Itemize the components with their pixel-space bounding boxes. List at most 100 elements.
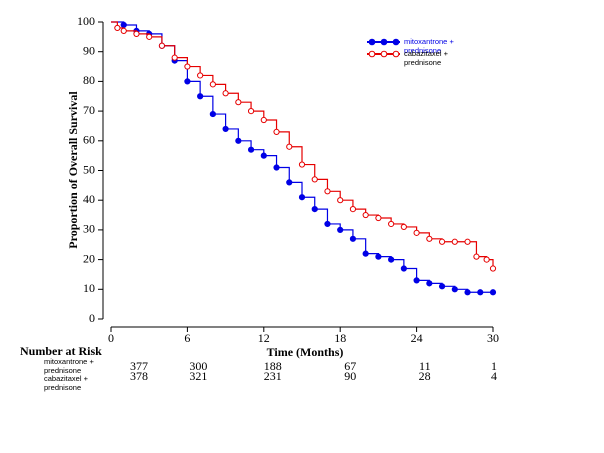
censor-marker bbox=[171, 54, 178, 61]
legend-marker bbox=[380, 38, 388, 46]
risk-count: 300 bbox=[189, 359, 207, 373]
censor-marker bbox=[286, 179, 293, 186]
censor-marker bbox=[184, 78, 191, 85]
censor-marker bbox=[114, 24, 121, 32]
censor-marker bbox=[400, 265, 407, 272]
censor-marker bbox=[438, 283, 446, 290]
censor-marker bbox=[298, 194, 306, 201]
y-axis-label: Proportion of Overall Survival bbox=[66, 91, 80, 249]
risk-count: 378 bbox=[130, 369, 148, 383]
censor-marker bbox=[324, 188, 331, 195]
x-axis-label: Time (Months) bbox=[267, 345, 344, 359]
censor-marker bbox=[464, 238, 471, 245]
y-tick-label: 80 bbox=[83, 73, 95, 87]
censor-marker bbox=[158, 42, 166, 49]
censor-marker bbox=[222, 90, 229, 97]
censor-marker bbox=[451, 238, 458, 245]
censor-marker bbox=[222, 125, 229, 133]
censor-marker bbox=[311, 206, 318, 213]
y-tick-label: 0 bbox=[89, 311, 95, 325]
y-tick-label: 70 bbox=[83, 103, 95, 117]
risk-count: 90 bbox=[344, 369, 356, 383]
risk-count: 1 bbox=[491, 359, 497, 373]
censor-marker bbox=[388, 220, 395, 228]
x-tick-label: 30 bbox=[487, 331, 499, 345]
censor-marker bbox=[260, 116, 267, 124]
censor-marker bbox=[477, 289, 484, 296]
censor-marker bbox=[197, 72, 204, 79]
censor-marker bbox=[133, 30, 140, 37]
censor-marker bbox=[209, 81, 216, 88]
censor-marker bbox=[464, 289, 471, 296]
legend-marker bbox=[368, 38, 376, 46]
risk-row-label: cabazitaxel + prednisone bbox=[44, 374, 88, 392]
censor-marker bbox=[426, 235, 433, 242]
risk-count: 67 bbox=[344, 359, 356, 373]
legend-label: cabazitaxel + prednisone bbox=[404, 49, 448, 67]
censor-marker bbox=[375, 253, 382, 260]
legend-marker bbox=[392, 38, 400, 46]
censor-marker bbox=[362, 250, 369, 257]
censor-marker bbox=[400, 223, 407, 231]
censor-marker bbox=[438, 238, 446, 245]
y-tick-label: 100 bbox=[77, 14, 95, 28]
censor-marker bbox=[483, 256, 490, 263]
y-tick-label: 60 bbox=[83, 133, 95, 147]
censor-marker bbox=[413, 229, 420, 236]
risk-count: 4 bbox=[491, 369, 497, 383]
risk-count: 377 bbox=[130, 359, 148, 373]
x-tick-label: 24 bbox=[411, 331, 423, 345]
censor-marker bbox=[209, 110, 216, 118]
censor-marker bbox=[235, 99, 242, 106]
censor-marker bbox=[375, 214, 382, 222]
censor-marker bbox=[362, 211, 369, 219]
x-tick-label: 0 bbox=[108, 331, 114, 345]
risk-count: 11 bbox=[419, 359, 431, 373]
censor-marker bbox=[247, 108, 255, 115]
censor-marker bbox=[311, 176, 318, 183]
censor-marker bbox=[337, 197, 344, 204]
legend-marker bbox=[380, 50, 388, 58]
censor-marker bbox=[349, 206, 357, 213]
censor-marker bbox=[324, 220, 331, 228]
censor-marker bbox=[298, 161, 306, 168]
risk-count: 321 bbox=[189, 369, 207, 383]
y-tick-label: 10 bbox=[83, 281, 95, 295]
y-tick-label: 20 bbox=[83, 251, 95, 265]
censor-marker bbox=[451, 286, 458, 293]
censor-marker bbox=[273, 128, 280, 135]
censor-marker bbox=[146, 33, 153, 40]
x-tick-label: 12 bbox=[258, 331, 270, 345]
censor-marker bbox=[473, 253, 480, 260]
censor-marker bbox=[426, 280, 433, 287]
censor-marker bbox=[286, 143, 293, 150]
censor-marker bbox=[197, 93, 204, 100]
censor-marker bbox=[349, 235, 357, 242]
censor-marker bbox=[388, 256, 395, 263]
censor-marker bbox=[489, 289, 497, 296]
censor-marker bbox=[184, 63, 191, 70]
legend-marker bbox=[392, 50, 400, 58]
legend-label: mitoxantrone + prednisone bbox=[404, 37, 454, 55]
legend-marker bbox=[368, 50, 376, 58]
censor-marker bbox=[260, 152, 267, 159]
risk-count: 28 bbox=[419, 369, 431, 383]
censor-marker bbox=[337, 226, 344, 233]
y-tick-label: 40 bbox=[83, 192, 95, 206]
censor-marker bbox=[413, 277, 420, 284]
y-tick-label: 50 bbox=[83, 162, 95, 176]
censor-marker bbox=[120, 21, 127, 29]
censor-marker bbox=[273, 164, 280, 171]
censor-marker bbox=[247, 146, 255, 153]
risk-row-label: mitoxantrone + prednisone bbox=[44, 357, 94, 375]
risk-count: 231 bbox=[264, 369, 282, 383]
risk-title: Number at Risk bbox=[20, 344, 102, 358]
risk-count: 188 bbox=[264, 359, 282, 373]
y-tick-label: 30 bbox=[83, 222, 95, 236]
x-tick-label: 18 bbox=[334, 331, 346, 345]
x-tick-label: 6 bbox=[184, 331, 190, 345]
y-tick-label: 90 bbox=[83, 43, 95, 57]
censor-marker bbox=[120, 27, 127, 35]
